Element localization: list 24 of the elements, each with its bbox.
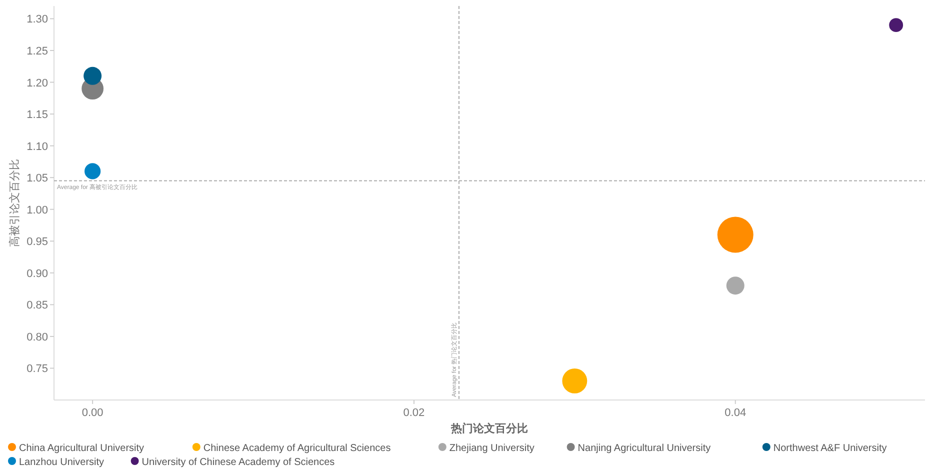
y-tick-label: 0.95 xyxy=(26,236,48,248)
y-tick-label: 1.05 xyxy=(26,172,48,185)
y-tick-label: 0.85 xyxy=(26,300,48,312)
x-tick-label: 0.02 xyxy=(403,407,425,419)
legend-label: Nanjing Agricultural University xyxy=(578,443,711,454)
y-tick-label: 0.75 xyxy=(26,363,48,376)
x-tick-label: 0.00 xyxy=(82,407,104,419)
legend-label: Lanzhou University xyxy=(19,457,104,468)
x-axis-title: 热门论文百分比 xyxy=(450,422,528,435)
legend-label: Chinese Academy of Agricultural Sciences xyxy=(203,443,391,454)
legend-label: Northwest A&F University xyxy=(773,443,887,454)
legend-label: University of Chinese Academy of Sciences xyxy=(142,457,335,468)
legend-label: Zhejiang University xyxy=(449,443,534,454)
y-tick-label: 0.80 xyxy=(26,331,48,344)
y-axis-title: 高被引论文百分比 xyxy=(8,159,21,247)
legend-label: China Agricultural University xyxy=(19,443,144,454)
y-tick-label: 1.30 xyxy=(26,14,48,26)
x-tick-label: 0.04 xyxy=(724,407,746,419)
y-tick-label: 1.10 xyxy=(26,140,48,153)
y-tick-label: 1.20 xyxy=(26,77,48,90)
y-tick-label: 0.90 xyxy=(26,268,48,280)
y-tick-label: 1.15 xyxy=(26,109,48,122)
y-tick-label: 1.00 xyxy=(26,204,48,216)
y-tick-label: 1.25 xyxy=(26,45,48,58)
